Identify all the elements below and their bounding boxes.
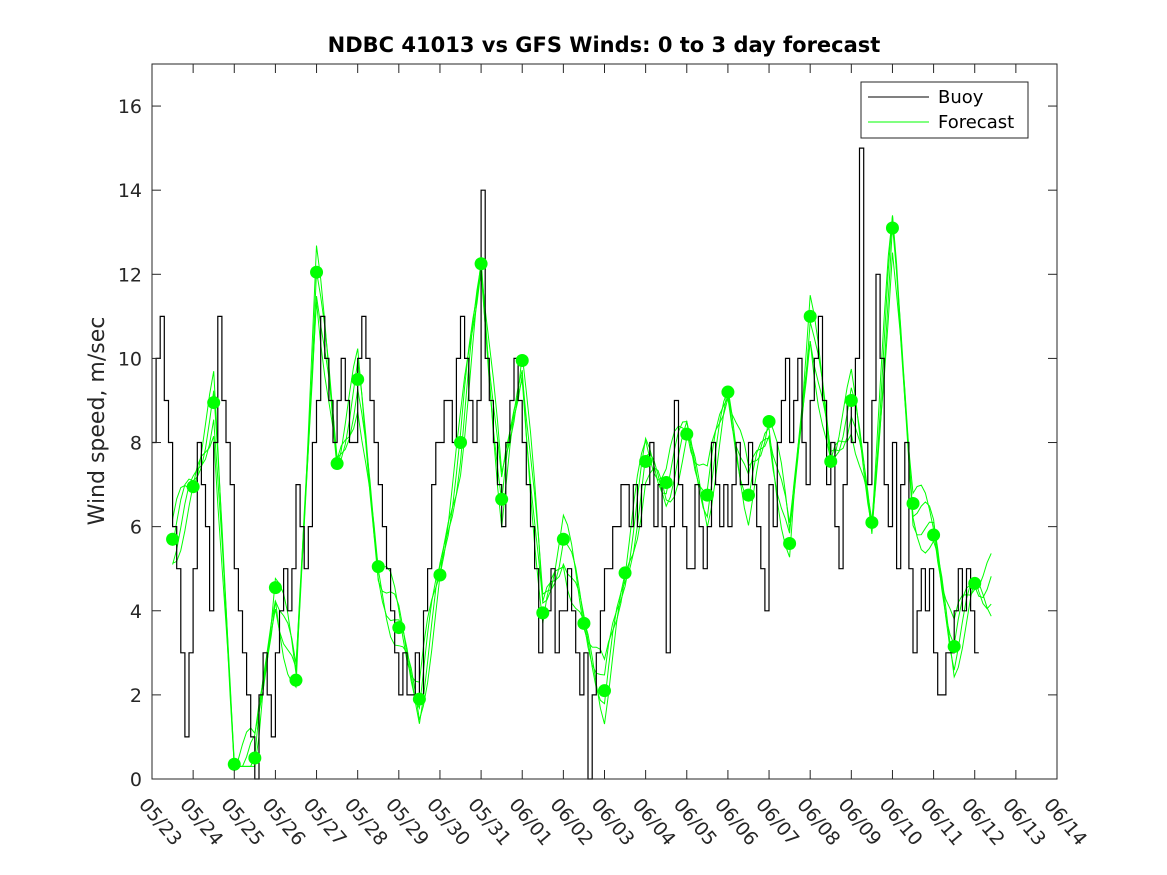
forecast-point	[433, 568, 447, 582]
forecast-point	[289, 673, 303, 687]
forecast-point	[865, 515, 879, 529]
forecast-trace-4	[172, 215, 992, 769]
forecast-point	[474, 257, 488, 271]
forecast-point	[577, 616, 591, 630]
forecast-point	[721, 385, 735, 399]
forecast-point	[700, 488, 714, 502]
forecast-point	[207, 396, 221, 410]
y-tick-label: 16	[118, 96, 142, 118]
forecast-point	[186, 480, 200, 494]
forecast-point	[824, 454, 838, 468]
forecast-point	[248, 751, 262, 765]
legend-buoy-label: Buoy	[938, 87, 984, 108]
chart-title: NDBC 41013 vs GFS Winds: 0 to 3 day fore…	[328, 33, 881, 57]
y-tick-label: 6	[130, 517, 142, 539]
forecast-point	[598, 684, 611, 698]
forecast-point	[968, 576, 982, 590]
forecast-point	[556, 532, 570, 546]
forecast-point	[927, 528, 941, 542]
buoy-series	[152, 147, 979, 780]
forecast-point	[803, 309, 817, 323]
forecast-point	[659, 475, 673, 489]
forecast-point	[310, 265, 324, 279]
forecast-point	[454, 436, 468, 450]
forecast-point	[268, 581, 282, 595]
forecast-point	[536, 606, 550, 620]
forecast-point	[412, 692, 426, 706]
forecast-points	[166, 221, 982, 771]
forecast-point	[639, 454, 653, 468]
y-axis-label: Wind speed, m/sec	[85, 317, 110, 526]
legend-forecast-label: Forecast	[938, 112, 1014, 133]
legend-box	[860, 81, 1029, 139]
forecast-point	[947, 640, 961, 654]
forecast-point	[371, 560, 385, 574]
y-tick-label: 0	[130, 769, 142, 791]
y-tick-label: 12	[118, 264, 142, 286]
forecast-point	[618, 566, 632, 580]
forecast-point	[885, 221, 899, 235]
buoy-line	[152, 147, 979, 780]
forecast-point	[844, 393, 858, 407]
y-tick-label: 4	[130, 601, 142, 623]
forecast-point	[330, 457, 344, 471]
legend: Buoy Forecast	[860, 81, 1029, 139]
forecast-point	[680, 427, 694, 441]
forecast-point	[351, 372, 365, 386]
y-tick-label: 8	[130, 433, 142, 455]
y-tick-label: 10	[118, 348, 142, 370]
forecast-point	[906, 497, 920, 511]
forecast-point	[227, 757, 241, 771]
forecast-point	[783, 536, 797, 550]
forecast-point	[515, 354, 529, 368]
y-tick-label: 2	[130, 685, 142, 707]
forecast-point	[762, 415, 776, 428]
forecast-point	[392, 621, 406, 635]
forecast-point	[166, 532, 180, 546]
forecast-point	[741, 488, 755, 502]
y-tick-label: 14	[118, 180, 142, 202]
forecast-point	[495, 492, 509, 506]
